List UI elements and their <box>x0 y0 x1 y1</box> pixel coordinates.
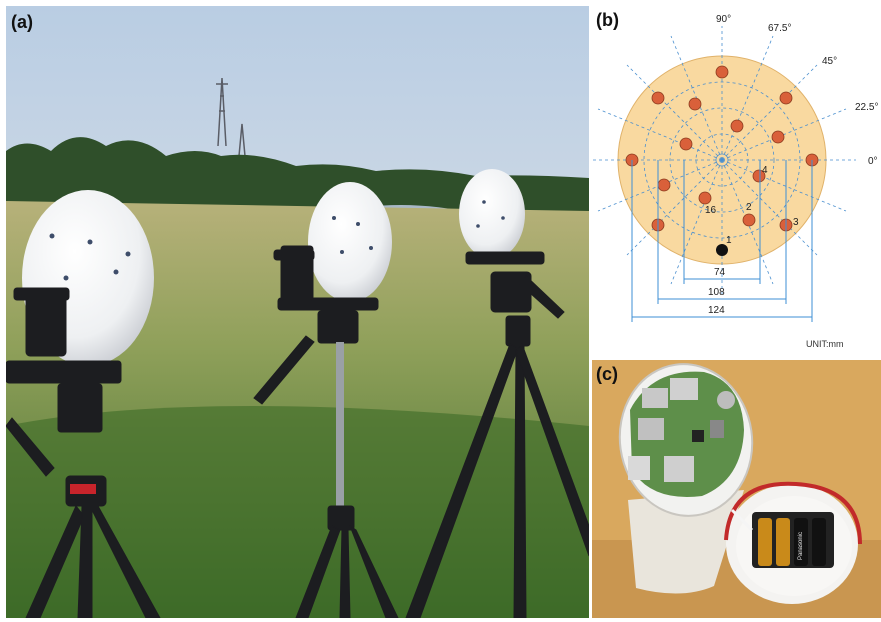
sensor-label-16: 16 <box>705 205 717 216</box>
circuit-board <box>628 371 744 497</box>
internals-scene: Panasonic <box>592 360 881 618</box>
layout-svg: 4 16 2 3 1 90° 67.5° 45° 22.5° 0° 74 108… <box>592 14 878 349</box>
sensor-layout-diagram: 4 16 2 3 1 90° 67.5° 45° 22.5° 0° 74 108… <box>592 6 881 358</box>
dimension-lines <box>631 160 813 322</box>
egg-sensor-right <box>459 169 525 259</box>
sensor-label-1: 1 <box>726 235 732 246</box>
sensor-label-4: 4 <box>762 165 768 176</box>
egg-sensor-middle <box>308 182 392 302</box>
angle-label-45: 45° <box>822 56 837 67</box>
photo-outdoor-sensors: (a) <box>6 6 589 618</box>
tripod-left <box>6 287 161 618</box>
panel-label-c: (c) <box>596 364 618 384</box>
dimension-74: 74 <box>714 267 726 278</box>
tripod-right <box>405 251 589 618</box>
tripod-middle <box>253 245 399 618</box>
sensor-label-3: 3 <box>793 217 799 228</box>
angle-label-67-5: 67.5° <box>768 23 791 34</box>
angle-label-22-5: 22.5° <box>855 102 878 113</box>
panel-label-b: (b) <box>596 10 619 30</box>
angle-label-0: 0° <box>868 156 878 167</box>
field-scene <box>6 6 589 618</box>
angle-label-90: 90° <box>716 14 731 25</box>
sensor-label-2: 2 <box>746 202 752 213</box>
dimension-108: 108 <box>708 287 725 298</box>
tree-line <box>6 137 589 221</box>
connecting-wire <box>730 508 754 532</box>
unit-label: UNIT:mm <box>806 339 844 349</box>
battery-brand-text: Panasonic <box>798 532 804 560</box>
power-towers <box>216 77 246 157</box>
battery-pack <box>752 512 834 568</box>
sensor-dot-1 <box>716 244 728 256</box>
photo-sensor-internals: Panasonic (c) <box>592 360 881 618</box>
panel-label-a: (a) <box>11 12 33 32</box>
sensor-dots <box>625 65 819 232</box>
dimension-124: 124 <box>708 305 725 316</box>
